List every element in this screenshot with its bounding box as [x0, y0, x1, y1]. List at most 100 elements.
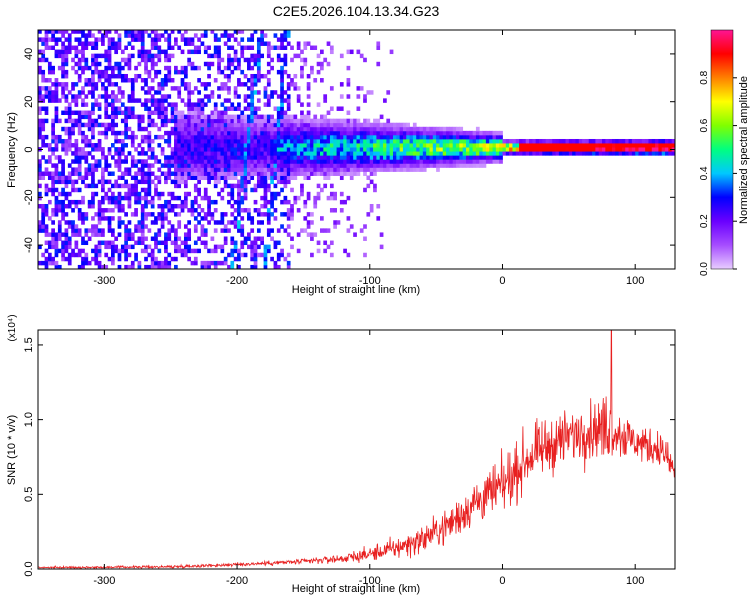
heatmap-cell	[263, 256, 268, 262]
heatmap-cell	[190, 37, 195, 42]
heatmap-cell	[538, 151, 543, 156]
heatmap-cell	[286, 138, 291, 144]
heatmap-cell	[210, 159, 215, 164]
heatmap-cell	[250, 138, 255, 144]
heatmap-cell	[323, 126, 328, 132]
heatmap-cell	[227, 57, 231, 63]
heatmap-cell	[489, 138, 493, 144]
heatmap-cell	[247, 114, 251, 120]
heatmap-cell	[306, 195, 311, 201]
heatmap-cell	[124, 61, 128, 67]
heatmap-cell	[144, 30, 148, 34]
heatmap-cell	[183, 179, 188, 185]
heatmap-cell	[104, 90, 109, 95]
heatmap-cell	[402, 147, 407, 152]
heatmap-cell	[323, 167, 328, 172]
heatmap-cell	[114, 45, 119, 50]
heatmap-cell	[671, 138, 675, 144]
heatmap-cell	[449, 163, 454, 168]
heatmap-cell	[346, 118, 351, 124]
heatmap-cell	[243, 106, 248, 111]
heatmap-cell	[154, 240, 158, 246]
heatmap-cell	[250, 57, 255, 63]
heatmap-cell	[81, 260, 85, 266]
heatmap-cell	[110, 216, 115, 221]
heatmap-cell	[167, 208, 172, 213]
heatmap-cell	[256, 69, 261, 75]
heatmap-cell	[240, 37, 245, 42]
heatmap-cell	[339, 167, 344, 172]
heatmap-cell	[197, 45, 201, 50]
heatmap-cell	[174, 106, 178, 111]
heatmap-cell	[223, 224, 228, 229]
heatmap-cell	[91, 256, 95, 262]
heatmap-cell	[183, 167, 188, 172]
heatmap-cell	[230, 260, 235, 266]
heatmap-cell	[247, 167, 251, 172]
heatmap-cell	[402, 126, 407, 132]
heatmap-cell	[130, 134, 135, 140]
heatmap-cell	[655, 138, 659, 144]
heatmap-cell	[356, 171, 361, 176]
heatmap-cell	[621, 143, 626, 148]
heatmap-cell	[320, 122, 324, 128]
heatmap-cell	[187, 208, 192, 213]
heatmap-cell	[57, 175, 62, 181]
heatmap-cell	[44, 30, 49, 34]
heatmap-cell	[127, 264, 132, 269]
heatmap-cell	[54, 232, 59, 237]
heatmap-cell	[293, 53, 298, 59]
heatmap-cell	[436, 143, 440, 148]
heatmap-cell	[270, 94, 274, 99]
heatmap-cell	[157, 37, 162, 42]
heatmap-cell	[207, 98, 211, 103]
heatmap-cell	[479, 147, 483, 152]
heatmap-cell	[87, 236, 92, 241]
heatmap-cell	[286, 171, 291, 176]
heatmap-cell	[237, 167, 241, 172]
heatmap-cell	[160, 82, 165, 87]
heatmap-cell	[170, 151, 175, 156]
heatmap-cell	[320, 134, 324, 140]
heatmap-cell	[203, 163, 208, 168]
heatmap-cell	[399, 163, 404, 168]
heatmap-cell	[296, 45, 301, 50]
heatmap-cell	[280, 33, 284, 38]
heatmap-cell	[77, 155, 82, 160]
heatmap-cell	[220, 33, 225, 38]
heatmap-cell	[160, 163, 165, 168]
heatmap-cell	[200, 138, 205, 144]
heatmap-cell	[44, 228, 49, 233]
heatmap-cell	[353, 143, 357, 148]
heatmap-cell	[575, 147, 580, 152]
heatmap-cell	[67, 102, 72, 107]
heatmap-cell	[300, 134, 304, 140]
heatmap-cell	[77, 167, 82, 172]
heatmap-cell	[349, 175, 354, 181]
heatmap-cell	[203, 155, 208, 160]
heatmap-cell	[190, 102, 195, 107]
heatmap-cell	[266, 244, 271, 250]
heatmap-cell	[243, 134, 248, 140]
heatmap-cell	[621, 138, 626, 144]
heatmap-cell	[256, 159, 261, 164]
heatmap-cell	[134, 98, 138, 103]
heatmap-cell	[306, 151, 311, 156]
heatmap-cell	[147, 110, 152, 116]
heatmap-cell	[280, 82, 284, 87]
heatmap-cell	[127, 232, 132, 237]
heatmap-cell	[197, 78, 201, 83]
heatmap-cell	[190, 138, 195, 144]
heatmap-cell	[369, 203, 374, 209]
heatmap-cell	[409, 167, 414, 172]
heatmap-cell	[349, 151, 354, 156]
heatmap-cell	[349, 138, 354, 144]
heatmap-cell	[233, 138, 238, 144]
heatmap-cell	[442, 126, 447, 132]
heatmap-cell	[323, 159, 328, 164]
heatmap-cell	[137, 260, 142, 266]
heatmap-cell	[61, 53, 65, 59]
heatmap-cell	[140, 78, 145, 83]
heatmap-cell	[366, 118, 371, 124]
